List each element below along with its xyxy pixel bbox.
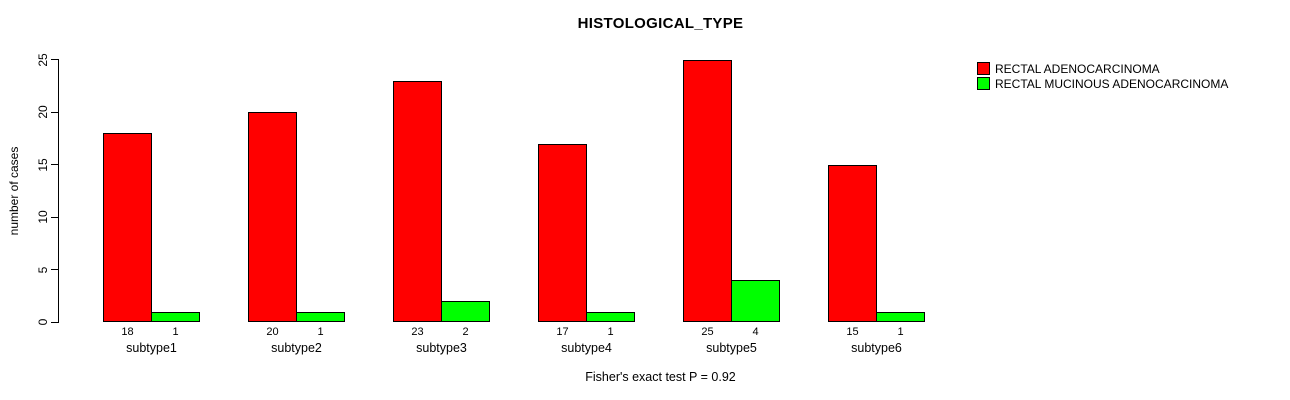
y-axis-tick bbox=[51, 216, 58, 218]
bar-value-label: 2 bbox=[462, 326, 469, 338]
bar-value-label: 1 bbox=[897, 326, 904, 338]
y-axis-tick bbox=[51, 269, 58, 270]
bar-rectal-mucinous-adenocarcinoma bbox=[731, 280, 780, 322]
bar-rectal-adenocarcinoma bbox=[393, 80, 442, 322]
bar-rectal-mucinous-adenocarcinoma bbox=[151, 311, 200, 322]
legend-swatch-green bbox=[977, 77, 990, 90]
y-axis-tick bbox=[51, 59, 58, 60]
bar-value-label: 18 bbox=[121, 326, 134, 338]
legend-swatch-red bbox=[977, 62, 990, 75]
y-axis-tick-label: 5 bbox=[36, 266, 50, 273]
y-axis-tick-label: 0 bbox=[36, 318, 50, 326]
bar-rectal-adenocarcinoma bbox=[828, 164, 877, 322]
bar-rectal-adenocarcinoma bbox=[683, 59, 732, 322]
y-axis-tick-label: 10 bbox=[36, 210, 50, 224]
legend-label: RECTAL ADENOCARCINOMA bbox=[995, 61, 1160, 76]
bar-rectal-mucinous-adenocarcinoma bbox=[441, 301, 490, 322]
y-axis-line bbox=[58, 59, 59, 323]
bar-value-label: 1 bbox=[317, 326, 324, 338]
bar-value-label: 1 bbox=[607, 326, 614, 338]
bar-value-label: 25 bbox=[701, 326, 714, 338]
x-axis-category-label: subtype5 bbox=[706, 341, 757, 355]
y-axis-tick bbox=[51, 321, 58, 323]
bar-rectal-mucinous-adenocarcinoma bbox=[586, 311, 635, 322]
y-axis-label: number of cases bbox=[7, 146, 21, 236]
legend-item: RECTAL MUCINOUS ADENOCARCINOMA bbox=[977, 76, 1228, 91]
bar-value-label: 20 bbox=[266, 326, 279, 338]
legend: RECTAL ADENOCARCINOMA RECTAL MUCINOUS AD… bbox=[977, 61, 1228, 91]
x-axis-category-label: subtype2 bbox=[271, 341, 322, 355]
y-axis-tick-label: 25 bbox=[36, 52, 50, 67]
bar-value-label: 4 bbox=[752, 326, 759, 338]
chart-title: HISTOLOGICAL_TYPE bbox=[577, 15, 744, 32]
bar-value-label: 17 bbox=[556, 326, 569, 338]
bar-value-label: 15 bbox=[846, 326, 859, 338]
legend-label: RECTAL MUCINOUS ADENOCARCINOMA bbox=[995, 76, 1229, 91]
bar-rectal-adenocarcinoma bbox=[103, 133, 152, 322]
bar-rectal-adenocarcinoma bbox=[538, 143, 587, 322]
legend-item: RECTAL ADENOCARCINOMA bbox=[977, 61, 1228, 76]
bar-rectal-adenocarcinoma bbox=[248, 112, 297, 322]
x-axis-category-label: subtype1 bbox=[126, 341, 177, 355]
y-axis-tick bbox=[51, 111, 58, 113]
bar-value-label: 23 bbox=[411, 326, 424, 338]
y-axis-tick bbox=[51, 164, 58, 165]
bar-rectal-mucinous-adenocarcinoma bbox=[296, 311, 345, 322]
x-axis-category-label: subtype4 bbox=[561, 341, 612, 355]
x-axis-category-label: subtype3 bbox=[416, 341, 467, 355]
bar-value-label: 1 bbox=[172, 326, 179, 338]
x-axis-category-label: subtype6 bbox=[851, 341, 902, 355]
y-axis-tick-label: 20 bbox=[36, 105, 50, 119]
bar-rectal-mucinous-adenocarcinoma bbox=[876, 311, 925, 322]
y-axis-tick-label: 15 bbox=[36, 157, 50, 172]
fisher-test-annotation: Fisher's exact test P = 0.92 bbox=[585, 370, 736, 384]
